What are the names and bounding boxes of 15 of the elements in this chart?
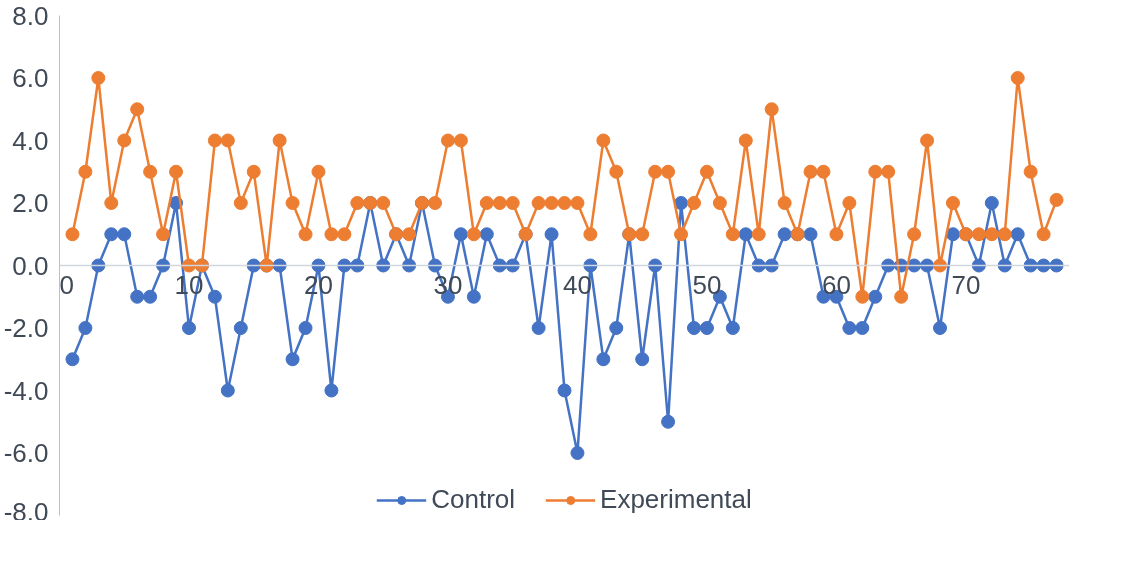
legend-label: Experimental xyxy=(600,484,752,515)
y-tick-label: 6.0 xyxy=(12,63,49,93)
y-tick-label: -2.0 xyxy=(3,313,49,343)
x-tick-label: 50 xyxy=(692,269,722,300)
y-tick-label: 0.0 xyxy=(12,250,49,281)
y-tick-label: 2.0 xyxy=(12,188,49,218)
y-tick-label: -6.0 xyxy=(3,438,49,468)
legend-label: Control xyxy=(431,484,516,515)
x-tick-label: 60 xyxy=(821,269,851,300)
x-tick-label: 70 xyxy=(951,269,981,300)
y-tick-label: -4.0 xyxy=(3,375,49,406)
y-tick-label: 4.0 xyxy=(12,125,49,156)
x-tick-label: 0 xyxy=(59,269,74,300)
y-tick-label: -8.0 xyxy=(3,496,49,527)
y-tick-label: 8.0 xyxy=(12,0,49,31)
